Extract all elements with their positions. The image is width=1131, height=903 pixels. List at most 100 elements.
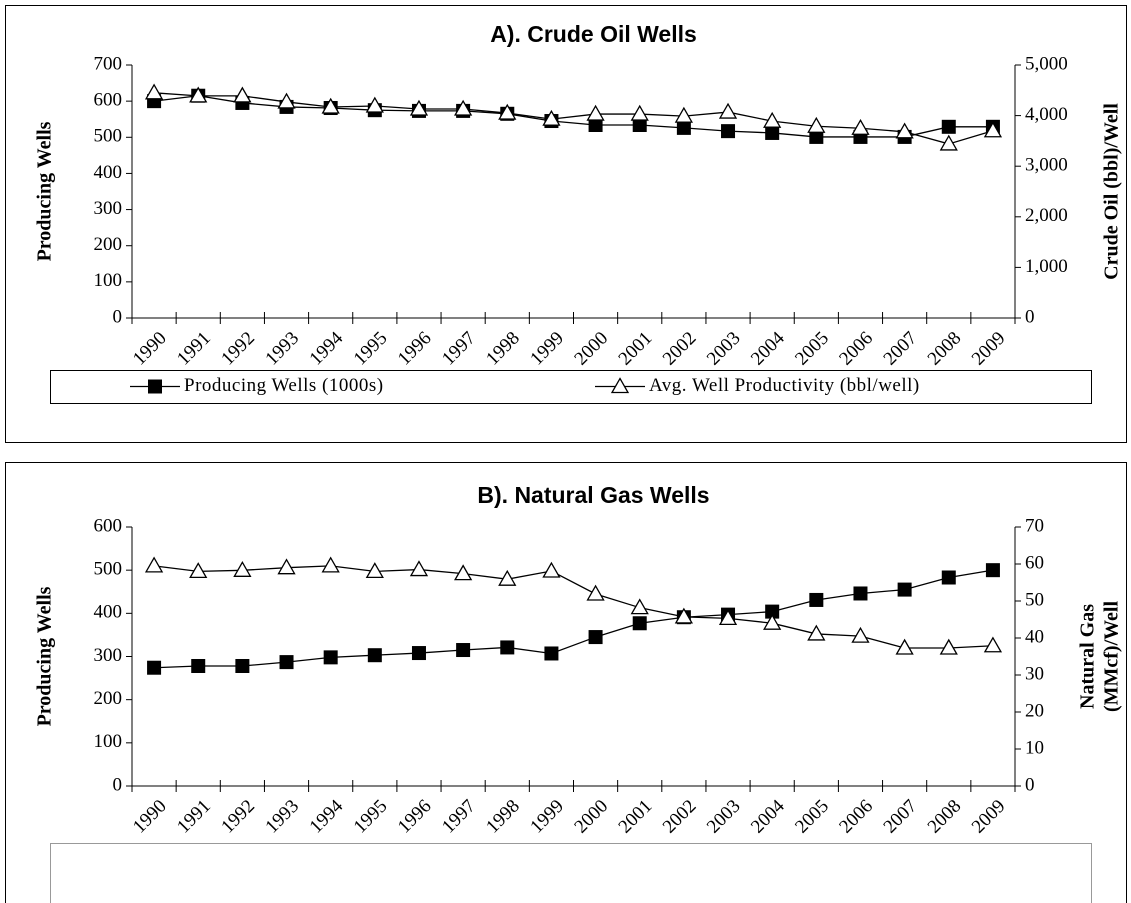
legend-marker xyxy=(148,379,162,394)
marker-square xyxy=(411,646,426,661)
marker-triangle xyxy=(851,626,870,643)
marker-square xyxy=(985,563,1000,578)
y2-tick-label: 2,000 xyxy=(1025,205,1068,226)
y-tick-label: 700 xyxy=(94,53,123,74)
marker-triangle xyxy=(498,103,517,120)
marker-square xyxy=(500,640,515,655)
marker-triangle xyxy=(630,104,649,121)
legend-box xyxy=(50,843,1092,903)
marker-square xyxy=(765,604,780,619)
marker-square xyxy=(632,616,647,631)
marker-triangle xyxy=(674,106,693,123)
y2-tick-label: 70 xyxy=(1025,515,1044,536)
marker-triangle xyxy=(718,609,738,626)
marker-triangle xyxy=(454,564,473,581)
y2-tick-label: 20 xyxy=(1025,700,1044,721)
marker-square xyxy=(191,658,206,673)
series-line xyxy=(153,565,993,649)
marker-square xyxy=(721,124,736,139)
y-tick-label: 100 xyxy=(94,270,123,291)
y-tick-label: 100 xyxy=(94,731,123,752)
marker-triangle xyxy=(144,83,164,100)
marker-square xyxy=(367,648,382,663)
marker-triangle xyxy=(277,92,296,109)
marker-triangle xyxy=(851,118,870,135)
marker-square xyxy=(632,117,647,132)
marker-triangle xyxy=(983,636,1003,653)
marker-square xyxy=(544,646,559,661)
y-tick-label: 600 xyxy=(94,515,123,536)
marker-triangle xyxy=(321,97,340,114)
marker-triangle xyxy=(365,96,384,113)
marker-square xyxy=(235,658,250,673)
y-tick-label: 0 xyxy=(113,774,123,795)
panel-b-frame xyxy=(5,462,1127,903)
marker-square xyxy=(765,125,780,140)
marker-triangle xyxy=(586,584,605,601)
marker-triangle xyxy=(542,561,561,578)
y2-tick-label: 0 xyxy=(1025,306,1035,327)
y-tick-label: 300 xyxy=(94,645,123,666)
y-tick-label: 600 xyxy=(94,90,123,111)
marker-square xyxy=(941,570,956,585)
y-tick-label: 500 xyxy=(94,126,123,147)
marker-square xyxy=(809,129,824,144)
y-tick-label: 500 xyxy=(94,559,123,580)
y-tick-label: 400 xyxy=(94,162,123,183)
marker-triangle xyxy=(983,121,1003,138)
marker-triangle xyxy=(763,613,782,630)
marker-triangle xyxy=(277,558,296,575)
marker-square xyxy=(809,592,824,607)
y-tick-label: 300 xyxy=(94,198,123,219)
marker-square xyxy=(279,655,294,670)
marker-triangle xyxy=(409,99,429,116)
marker-square xyxy=(588,117,603,132)
y2-tick-label: 0 xyxy=(1025,774,1035,795)
marker-square xyxy=(588,630,603,645)
y2-tick-label: 10 xyxy=(1025,737,1044,758)
marker-triangle xyxy=(365,562,384,579)
legend-marker xyxy=(610,377,630,394)
y2-axis-label: (MMcf)/Well xyxy=(1101,601,1123,712)
marker-triangle xyxy=(674,607,693,624)
y2-tick-label: 3,000 xyxy=(1025,155,1068,176)
marker-triangle xyxy=(807,624,826,641)
marker-triangle xyxy=(895,122,914,139)
y2-axis-label: Crude Oil (bbl)/Well xyxy=(1101,103,1123,280)
y-axis-label: Producing Wells xyxy=(34,586,56,726)
marker-square xyxy=(323,650,338,665)
marker-triangle xyxy=(586,104,605,121)
marker-square xyxy=(941,119,956,134)
y-tick-label: 0 xyxy=(113,306,123,327)
marker-square xyxy=(147,660,162,675)
y2-tick-label: 30 xyxy=(1025,663,1044,684)
marker-triangle xyxy=(189,86,208,103)
marker-triangle xyxy=(630,598,649,615)
marker-square xyxy=(897,582,912,597)
y2-tick-label: 40 xyxy=(1025,626,1044,647)
legend-box xyxy=(50,370,1092,404)
y2-tick-label: 1,000 xyxy=(1025,256,1068,277)
y2-tick-label: 5,000 xyxy=(1025,53,1068,74)
marker-triangle xyxy=(189,562,208,579)
legend-label: Producing Wells (1000s) xyxy=(184,375,384,396)
marker-triangle xyxy=(233,560,252,577)
y2-tick-label: 4,000 xyxy=(1025,104,1068,125)
marker-square xyxy=(853,586,868,601)
marker-triangle xyxy=(895,638,914,655)
marker-square xyxy=(456,643,471,658)
chart-title: A). Crude Oil Wells xyxy=(490,21,697,47)
marker-triangle xyxy=(454,99,473,116)
marker-triangle xyxy=(763,111,782,128)
y2-tick-label: 60 xyxy=(1025,552,1044,573)
y-tick-label: 200 xyxy=(94,688,123,709)
y-tick-label: 200 xyxy=(94,234,123,255)
y-tick-label: 400 xyxy=(94,602,123,623)
series-line xyxy=(154,569,994,669)
y-axis-label: Producing Wells xyxy=(34,121,56,261)
marker-triangle xyxy=(233,86,252,103)
marker-square xyxy=(676,120,691,135)
marker-triangle xyxy=(542,109,561,126)
marker-triangle xyxy=(321,556,340,573)
